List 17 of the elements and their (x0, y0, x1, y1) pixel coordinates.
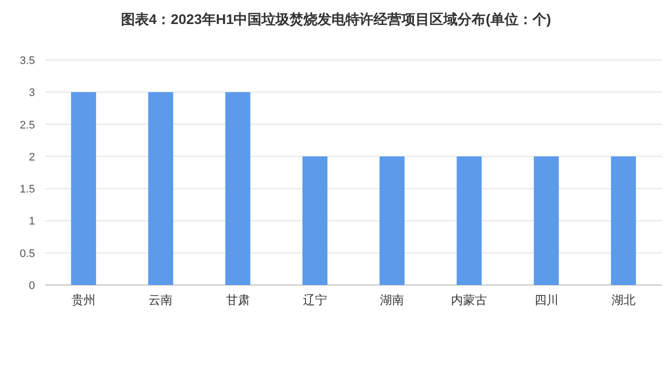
y-tick-label: 0 (28, 280, 35, 292)
y-tick-label: 0.5 (20, 248, 35, 260)
x-tick-label: 内蒙古 (451, 293, 488, 307)
x-tick-label: 辽宁 (302, 293, 327, 307)
x-tick-label: 湖北 (611, 293, 636, 307)
x-tick-label: 甘肃 (226, 293, 250, 307)
x-tick-label: 四川 (534, 293, 558, 307)
x-tick-label: 湖南 (380, 293, 404, 307)
x-tick-label: 云南 (148, 293, 173, 307)
y-tick-label: 1.5 (20, 184, 35, 196)
y-tick-label: 2.5 (20, 119, 35, 132)
y-tick-label: 3 (28, 87, 35, 100)
y-tick-label: 2 (28, 151, 35, 164)
chart-title: 图表4：2023年H1中国垃圾焚烧发电特许经营项目区域分布(单位：个) (120, 11, 552, 27)
y-tick-label: 3.5 (20, 55, 35, 67)
x-tick-label: 贵州 (72, 293, 96, 307)
y-tick-label: 1 (28, 216, 35, 228)
